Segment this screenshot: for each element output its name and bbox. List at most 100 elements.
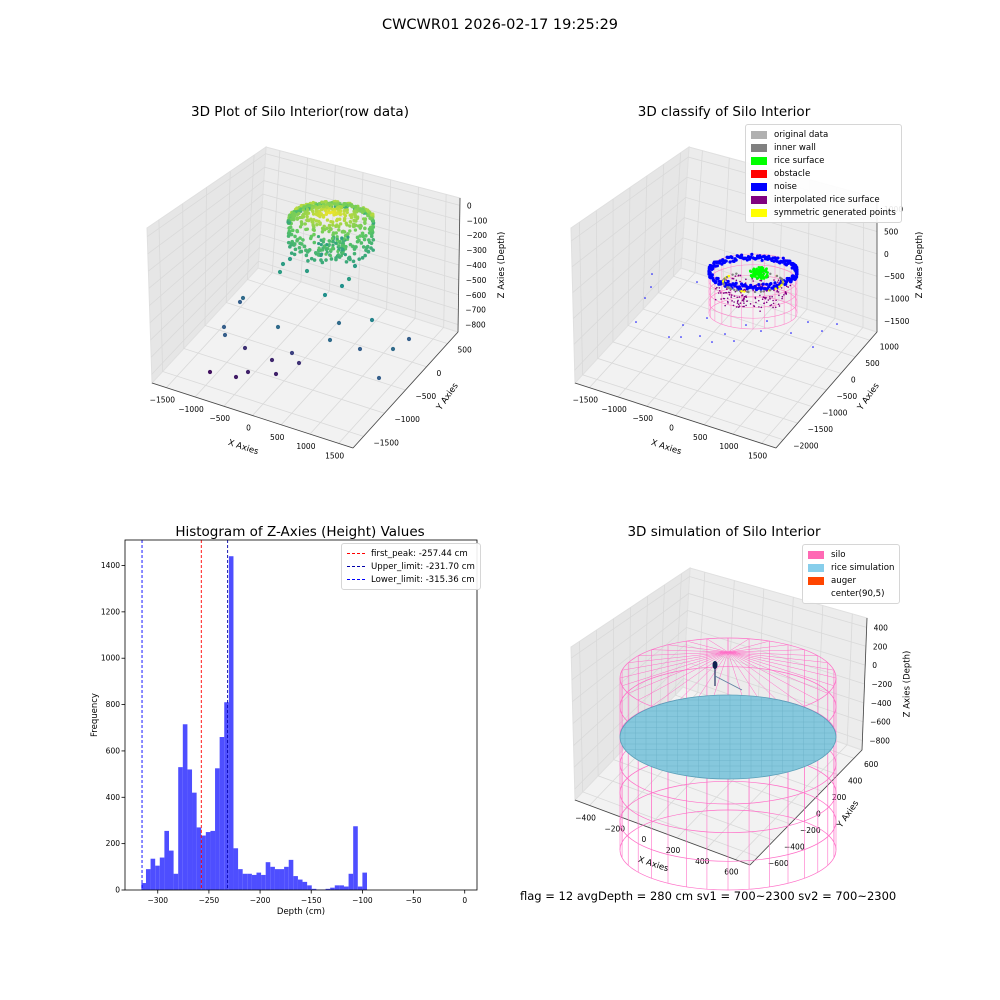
data-point [293,235,297,239]
data-point [765,271,768,274]
data-point [298,216,301,219]
data-point [313,258,317,262]
data-point [759,272,762,275]
data-point [306,227,309,230]
floor-pane [152,268,458,448]
data-point [715,288,717,290]
data-point [300,204,304,208]
data-point [291,218,294,221]
data-point [336,218,339,221]
data-point [753,268,756,271]
data-point [777,281,779,283]
data-point [739,290,741,292]
data-point [319,258,323,262]
data-point [795,275,798,278]
legend-line [347,579,365,580]
data-point [366,214,369,217]
data-point [363,227,367,231]
data-point [304,249,308,253]
data-point [715,277,718,280]
data-point [234,375,238,379]
data-point [290,213,294,217]
histogram-bar [349,874,354,890]
data-point [746,291,748,293]
data-point [334,200,338,204]
data-point [764,257,767,260]
data-point [743,300,745,302]
data-point [306,203,310,207]
data-point [357,209,360,212]
data-point [743,283,746,286]
data-point [742,286,744,288]
data-point [711,341,713,343]
data-point [760,266,763,269]
data-point [356,208,359,211]
data-point [291,210,295,214]
data-point [350,213,353,216]
data-point [338,218,341,221]
data-point [788,277,791,280]
data-point [350,216,353,219]
data-point [364,248,368,252]
x-tick-label: −100 [352,896,373,905]
data-point [650,286,652,288]
data-point [287,241,291,245]
data-point [788,260,791,263]
data-point [286,220,290,224]
data-point [728,287,730,289]
y-axis-label: Y Axies [434,381,461,413]
data-point [741,295,743,297]
histogram-bar [183,724,188,890]
data-point [735,275,737,277]
x-tick-label: 200 [666,846,681,855]
data-point [764,269,767,272]
data-point [739,290,741,292]
data-point [328,206,331,209]
z-axis-line [458,198,460,332]
data-point [307,219,310,222]
data-point [342,242,345,245]
data-point [721,280,724,283]
data-point [288,230,292,234]
data-point [762,269,765,272]
data-point [784,259,787,262]
data-point [753,286,756,289]
center-marker [713,661,718,669]
data-point [339,205,342,208]
data-point [759,287,762,290]
data-point [316,206,319,209]
legend-line [347,566,365,567]
data-point [727,285,729,287]
data-point [333,208,336,211]
data-point [346,211,349,214]
data-point [313,205,316,208]
data-point [336,237,339,240]
data-point [720,281,723,284]
data-point [739,281,741,283]
data-point [710,265,713,268]
data-point [311,221,314,224]
data-point [718,292,720,294]
data-point [326,251,329,254]
data-point [361,232,365,236]
data-point [722,280,724,282]
data-point [337,212,340,215]
legend-swatch [808,564,824,572]
data-point [321,246,324,249]
data-point [725,279,727,281]
data-point [300,222,303,225]
data-point [750,271,753,274]
data-point [305,215,308,218]
data-point [303,208,307,212]
data-point [757,277,760,280]
data-point [309,202,313,206]
data-point [734,286,736,288]
data-point [761,275,764,278]
data-point [761,286,764,289]
grid-line [150,208,460,306]
data-point [316,211,319,214]
data-point [299,225,302,228]
data-point [752,274,755,277]
data-point [222,325,226,329]
data-point [354,207,357,210]
